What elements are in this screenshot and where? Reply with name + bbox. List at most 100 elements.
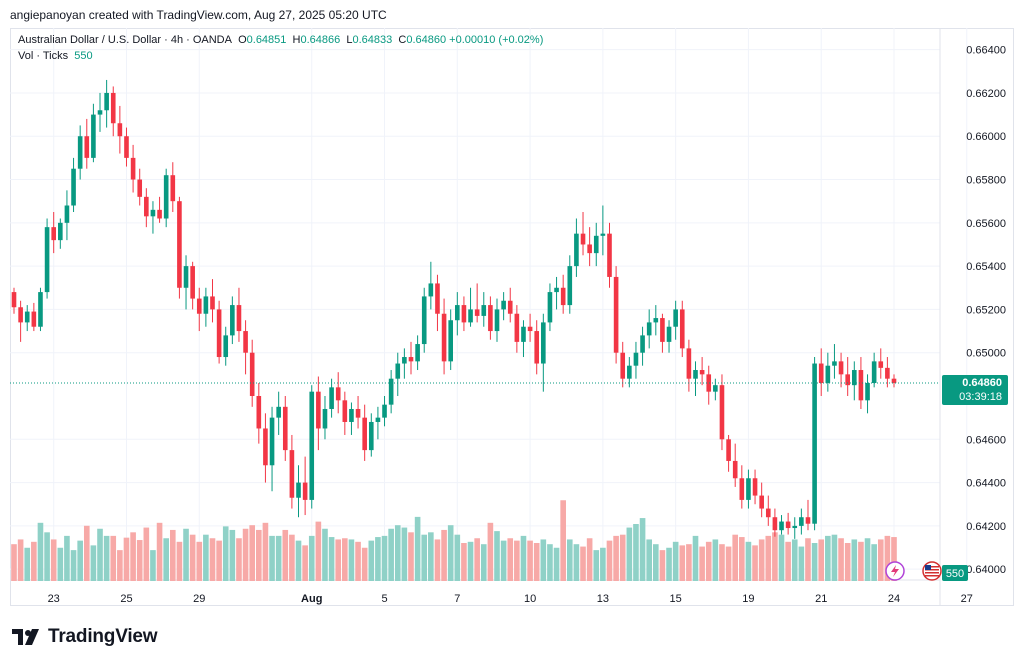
volume-bar: [355, 541, 361, 581]
candle-body: [488, 305, 493, 332]
legend-high-label: H: [292, 34, 301, 46]
volume-bar: [626, 527, 633, 581]
candle-body: [210, 296, 215, 310]
grid-lines: [10, 28, 968, 580]
legend-close: 0.64860: [406, 34, 447, 46]
tradingview-logo[interactable]: TradingView: [12, 626, 158, 648]
volume-bar: [447, 525, 454, 581]
volume-legend-label: Vol · Ticks: [18, 50, 69, 62]
volume-bar: [877, 539, 884, 581]
time-axis: 23 25 29 Aug 5 7 10 13 15 19 21 24 27: [48, 593, 973, 605]
candle-body: [448, 320, 453, 362]
us-flag-stripe: [925, 575, 939, 577]
candle-body: [355, 408, 361, 418]
volume-bar: [639, 518, 646, 581]
lightning-icon[interactable]: [885, 561, 905, 581]
volume-bar: [593, 550, 600, 581]
volume-bar: [269, 535, 275, 581]
lightning-icon-bolt: [891, 565, 899, 577]
us-flag-stripe: [925, 569, 939, 571]
candle-body: [481, 305, 487, 316]
candle-body: [865, 383, 870, 401]
volume-bar: [388, 528, 394, 581]
candle-body: [24, 311, 30, 323]
candle-body: [554, 287, 559, 293]
candle-body: [408, 357, 414, 362]
candle-body: [276, 406, 281, 418]
price-chart[interactable]: 0.66400 0.66200 0.66000 0.65800 0.65600 0.654…: [10, 28, 1014, 606]
candle-body: [163, 175, 169, 219]
candle-body: [322, 408, 328, 429]
volume-bar: [520, 535, 527, 581]
time-tick-label: 24: [888, 593, 900, 605]
candle-body: [851, 370, 857, 386]
volume-bar: [295, 540, 302, 581]
volume-bar: [242, 528, 249, 581]
volume-bar: [454, 534, 461, 581]
volume-bar: [566, 539, 573, 581]
candle-body: [547, 292, 553, 323]
candle-body: [858, 370, 864, 401]
volume-bar: [322, 528, 328, 581]
current-price-tag[interactable]: 0.64860 03:39:18: [942, 375, 1008, 406]
volume-bar: [375, 537, 381, 581]
volume-bar: [533, 543, 540, 581]
price-tick-label: 0.66200: [966, 88, 1006, 100]
candle-body: [117, 123, 123, 137]
candle-body: [878, 361, 884, 368]
volume-bar: [712, 539, 719, 581]
legend-open: 0.64851: [246, 34, 287, 46]
price-tick-label: 0.64200: [966, 521, 1006, 533]
volume-bar: [487, 522, 494, 581]
volume-bar: [811, 543, 818, 581]
chart-credit: angiepanoyan created with TradingView.co…: [10, 8, 387, 22]
candle-body: [309, 391, 315, 500]
current-price-value: 0.64860: [962, 377, 1002, 389]
volume-bar: [37, 522, 44, 581]
candle-body: [137, 179, 143, 197]
volume-bar: [666, 547, 672, 581]
volume-bar: [891, 537, 897, 581]
volume-bar: [110, 535, 117, 581]
price-tick-label: 0.65000: [966, 348, 1006, 360]
volume-bar: [600, 547, 606, 581]
candle-body: [885, 367, 890, 379]
volume-bar: [864, 538, 871, 581]
candle-body: [18, 307, 23, 323]
candle-body: [316, 391, 321, 429]
volume-bar: [573, 544, 580, 581]
volume-bar: [586, 538, 593, 581]
volume-bar: [480, 544, 487, 581]
volume-bar: [646, 539, 652, 581]
candle-body: [560, 287, 566, 306]
price-tick-label: 0.65400: [966, 261, 1006, 273]
volume-bar: [871, 544, 877, 581]
candle-body: [706, 374, 712, 392]
us-flag-icon[interactable]: [922, 561, 942, 581]
candle-body: [296, 482, 301, 498]
candle-body: [11, 292, 17, 308]
candle-body: [607, 233, 612, 277]
candle-body: [653, 318, 659, 323]
volume-bar: [90, 545, 97, 581]
volume-bar: [467, 541, 474, 581]
candle-body: [825, 365, 831, 384]
volume-bar: [401, 527, 408, 581]
volume-bar: [540, 539, 547, 581]
candle-body: [263, 428, 268, 466]
candle-body: [726, 439, 731, 461]
candle-body: [679, 309, 685, 349]
candle-body: [402, 357, 407, 364]
candle-body: [368, 421, 374, 451]
time-tick-label: 25: [120, 593, 132, 605]
candle-body: [110, 92, 116, 124]
legend-low: 0.64833: [352, 34, 393, 46]
candle-body: [428, 283, 434, 297]
volume-bar: [679, 545, 686, 581]
candle-body: [58, 222, 63, 241]
volume-bar: [798, 546, 805, 581]
candle-body: [713, 385, 718, 392]
volume-bar: [844, 543, 851, 581]
price-axis: 0.66400 0.66200 0.66000 0.65800 0.65600 0.654…: [966, 45, 1006, 577]
price-tick-label: 0.65200: [966, 304, 1006, 316]
